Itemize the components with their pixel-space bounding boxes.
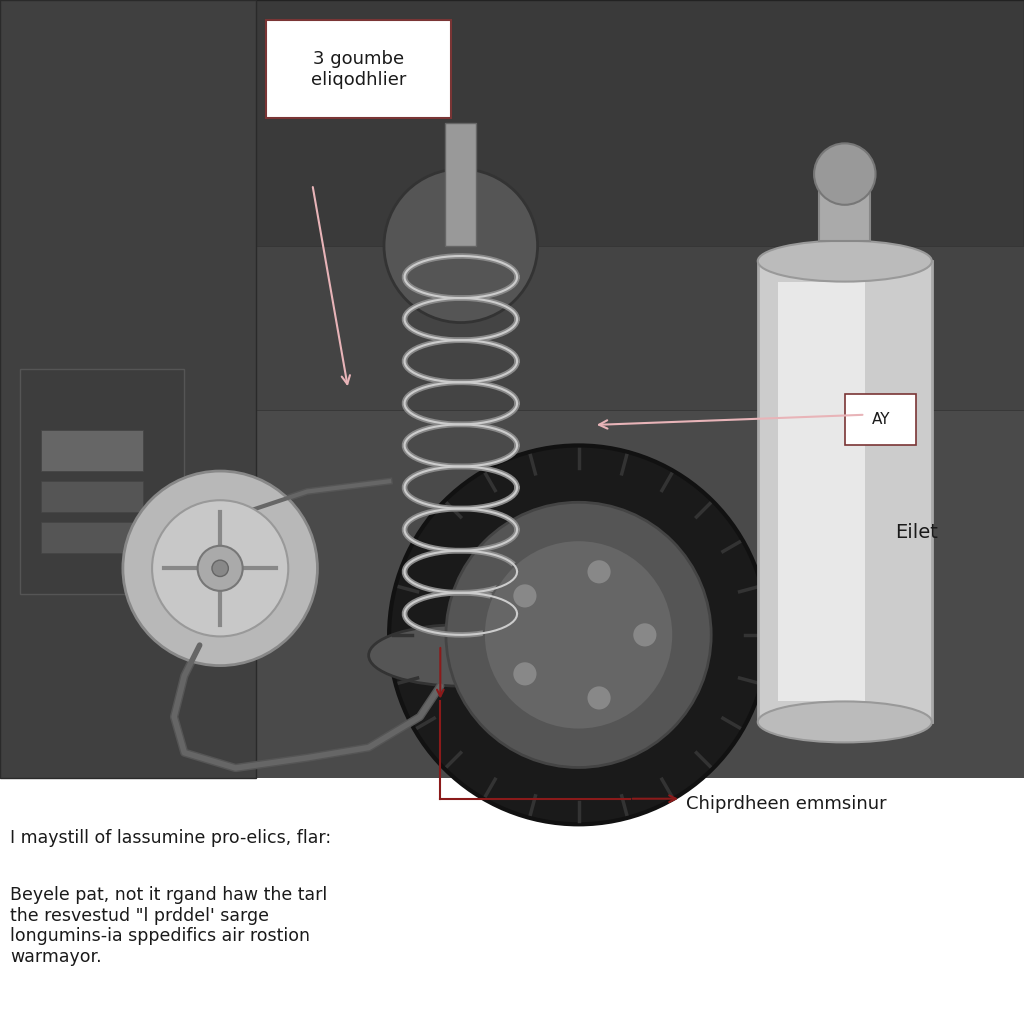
Circle shape <box>153 501 289 636</box>
Circle shape <box>633 623 657 647</box>
Circle shape <box>389 445 768 824</box>
Text: Beyele pat, not it rgand haw the tarl
the resvestud "l prddel' sarge
longumins-i: Beyele pat, not it rgand haw the tarl th… <box>10 886 328 967</box>
Polygon shape <box>0 0 256 778</box>
Bar <box>0 778 1024 1024</box>
Circle shape <box>814 143 876 205</box>
Bar <box>41 481 143 512</box>
Bar <box>758 261 932 722</box>
Circle shape <box>212 560 228 577</box>
Polygon shape <box>0 246 1024 410</box>
Text: 3 goumbe
eliqodhlier: 3 goumbe eliqodhlier <box>310 50 407 88</box>
Circle shape <box>198 546 243 591</box>
FancyBboxPatch shape <box>266 20 451 118</box>
Text: Eilet: Eilet <box>895 523 938 542</box>
Ellipse shape <box>758 701 932 742</box>
Circle shape <box>483 541 674 729</box>
Bar <box>41 430 143 471</box>
Text: I maystill of lassumine pro-elics, flar:: I maystill of lassumine pro-elics, flar: <box>10 829 332 848</box>
Text: AY: AY <box>871 413 890 427</box>
Ellipse shape <box>369 625 553 686</box>
Bar <box>778 282 865 701</box>
Circle shape <box>445 502 711 768</box>
Circle shape <box>587 559 611 584</box>
Text: Chiprdheen emmsinur: Chiprdheen emmsinur <box>686 795 887 813</box>
Bar <box>445 123 476 246</box>
Bar <box>819 179 870 241</box>
Ellipse shape <box>758 241 932 282</box>
Circle shape <box>513 584 538 608</box>
Circle shape <box>384 169 538 323</box>
Bar <box>0 0 1024 778</box>
Bar <box>20 369 184 594</box>
Circle shape <box>587 686 611 711</box>
Circle shape <box>123 471 317 666</box>
Circle shape <box>513 662 538 686</box>
Bar <box>41 522 143 553</box>
Polygon shape <box>0 0 1024 256</box>
FancyBboxPatch shape <box>845 394 916 445</box>
